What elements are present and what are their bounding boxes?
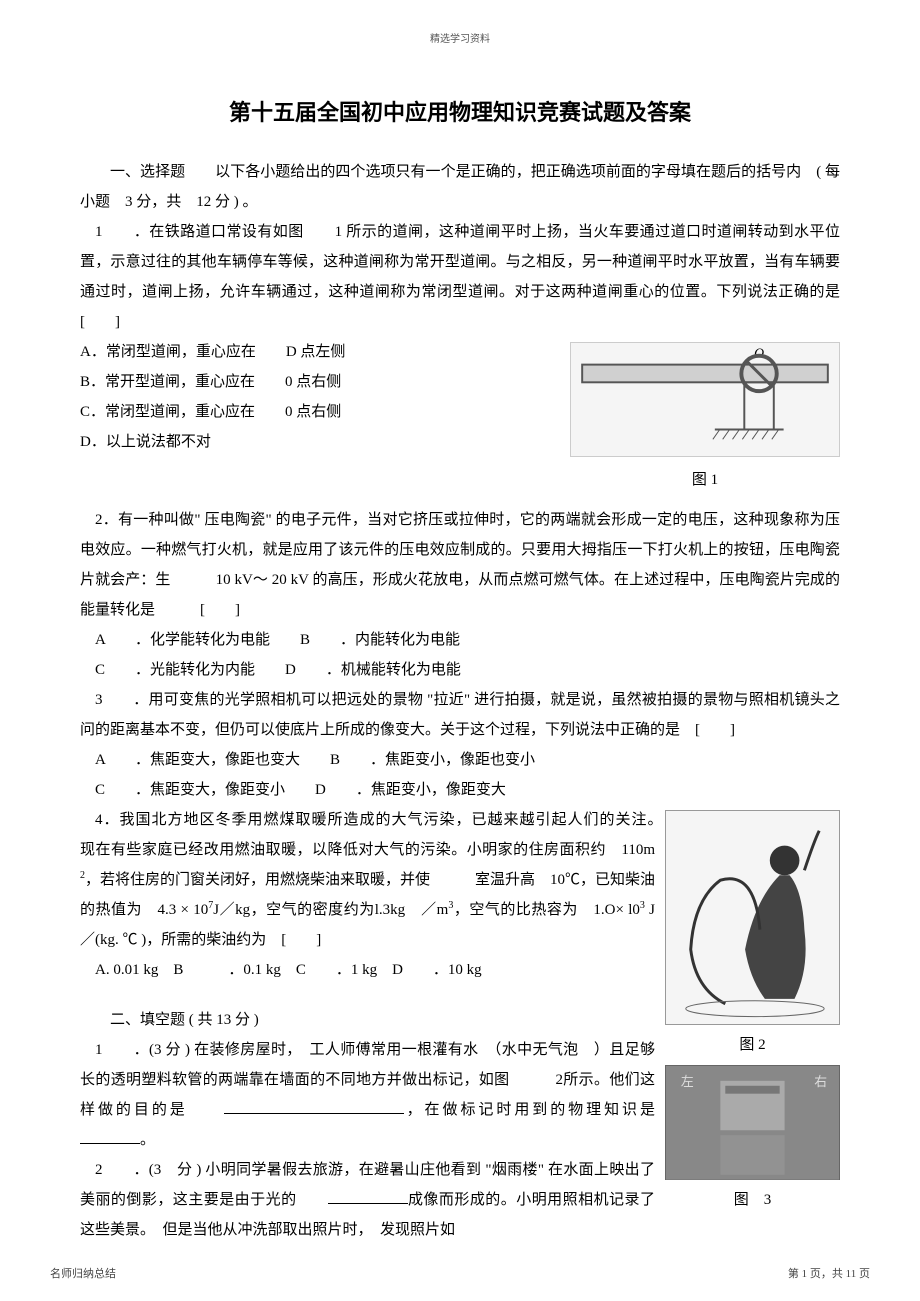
- blank-input-3[interactable]: [328, 1189, 408, 1204]
- figure-1-caption: 图 1: [570, 465, 840, 495]
- figure-2-image: [665, 810, 840, 1025]
- figure-2-container: 图 2: [665, 810, 840, 1060]
- question-3-text: 3 ．用可变焦的光学照相机可以把远处的景物 "拉近" 进行拍摄，就是说，虽然被拍…: [80, 685, 840, 745]
- section-1-header: 一、选择题 以下各小题给出的四个选项只有一个是正确的，把正确选项前面的字母填在题…: [80, 157, 840, 217]
- footer-right: 第 1 页，共 11 页: [788, 1265, 870, 1281]
- document-title: 第十五届全国初中应用物理知识竞赛试题及答案: [80, 95, 840, 127]
- figure-2-caption: 图 2: [665, 1030, 840, 1060]
- page-top-header: 精选学习资料: [80, 30, 840, 45]
- footer-left: 名师归纳总结: [50, 1265, 116, 1281]
- figure-1-container: O 图 1: [570, 342, 840, 495]
- blank-input-1[interactable]: [224, 1099, 404, 1114]
- figure-3-caption: 图 3: [665, 1185, 840, 1215]
- q2-options-ab: A ．化学能转化为电能 B ．内能转化为电能: [80, 625, 840, 655]
- figure-3-container: 左 右 图 3: [665, 1065, 840, 1215]
- gate-diagram-icon: O: [571, 343, 839, 456]
- q3-options-cd: C ．焦距变大，像距变小 D ．焦距变小，像距变大: [80, 775, 840, 805]
- svg-text:左: 左: [681, 1075, 694, 1089]
- svg-text:右: 右: [814, 1075, 827, 1089]
- page-footer: 名师归纳总结 第 1 页，共 11 页: [50, 1265, 870, 1281]
- q3-options-ab: A ．焦距变大，像距也变大 B ．焦距变小，像距也变小: [80, 745, 840, 775]
- figure-1-image: O: [570, 342, 840, 457]
- worker-tube-icon: [666, 811, 839, 1024]
- q2-options-cd: C ．光能转化为内能 D ．机械能转化为电能: [80, 655, 840, 685]
- figure-3-image: 左 右: [665, 1065, 840, 1180]
- svg-text:O: O: [754, 346, 764, 361]
- question-1-text: 1 ．在铁路道口常设有如图 1 所示的道闸，这种道闸平时上扬，当火车要通过道口时…: [80, 217, 840, 337]
- photo-reflection-icon: 左 右: [666, 1066, 839, 1180]
- document-content: 一、选择题 以下各小题给出的四个选项只有一个是正确的，把正确选项前面的字母填在题…: [80, 157, 840, 1245]
- question-2-text: 2．有一种叫做" 压电陶瓷" 的电子元件，当对它挤压或拉伸时，它的两端就会形成一…: [80, 505, 840, 625]
- blank-input-2[interactable]: [80, 1129, 140, 1144]
